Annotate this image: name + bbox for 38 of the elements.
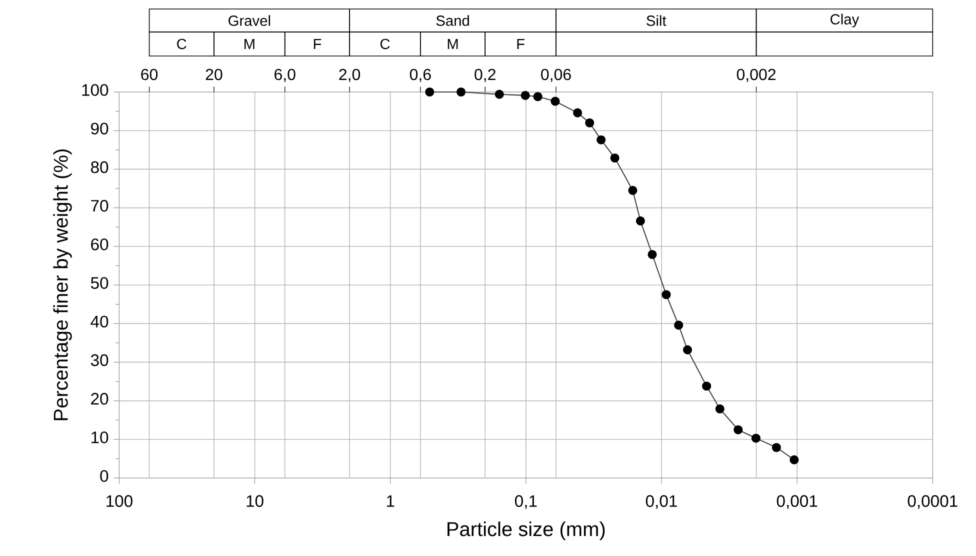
x-tick-label: 10	[246, 495, 264, 507]
y-tick-label: 30	[90, 354, 108, 366]
text: M	[244, 38, 254, 50]
ref-line-label: 2,0	[339, 68, 360, 82]
y-tick-label: 40	[90, 316, 108, 328]
text: F	[517, 38, 524, 50]
text: Gravel	[228, 15, 270, 26]
y-tick-label: 20	[91, 392, 108, 405]
text: Sand	[436, 15, 469, 26]
x-axis-title: Particle size (mm)	[448, 522, 605, 540]
x-tick-label: 1	[386, 495, 394, 507]
ref-line-label: 6,0	[274, 68, 296, 82]
text: Silt	[646, 15, 666, 26]
x-tick-label: 0,1	[514, 495, 537, 509]
y-tick-label: 80	[91, 161, 108, 174]
text: C	[177, 38, 186, 50]
y-tick-label: 0	[100, 470, 108, 482]
ref-line-label: 0,2	[474, 68, 496, 82]
x-tick-label: 0,001	[776, 495, 818, 509]
x-tick-label: 0,0001	[908, 495, 958, 509]
ref-line-label: 60	[141, 68, 158, 80]
ref-line-label: 0,6	[410, 68, 431, 82]
text: F	[314, 38, 322, 50]
y-tick-label: 70	[91, 200, 108, 212]
x-tick-label: 100	[106, 495, 132, 507]
y-tick-label: 50	[90, 277, 108, 289]
ref-line-label: 0,06	[541, 68, 571, 82]
y-axis-title: Percentage finer by weight (%)	[53, 150, 72, 420]
text: Clay	[830, 14, 860, 28]
y-tick-label: 100	[82, 84, 108, 96]
y-tick-label: 10	[92, 431, 108, 444]
text: M	[448, 38, 458, 50]
ref-line-label: 20	[206, 68, 222, 80]
y-tick-label: 60	[91, 238, 108, 250]
text: C	[380, 38, 390, 50]
y-tick-label: 90	[91, 122, 108, 134]
x-tick-label: 0,01	[646, 495, 677, 509]
ref-line-label: 0,002	[736, 68, 776, 82]
